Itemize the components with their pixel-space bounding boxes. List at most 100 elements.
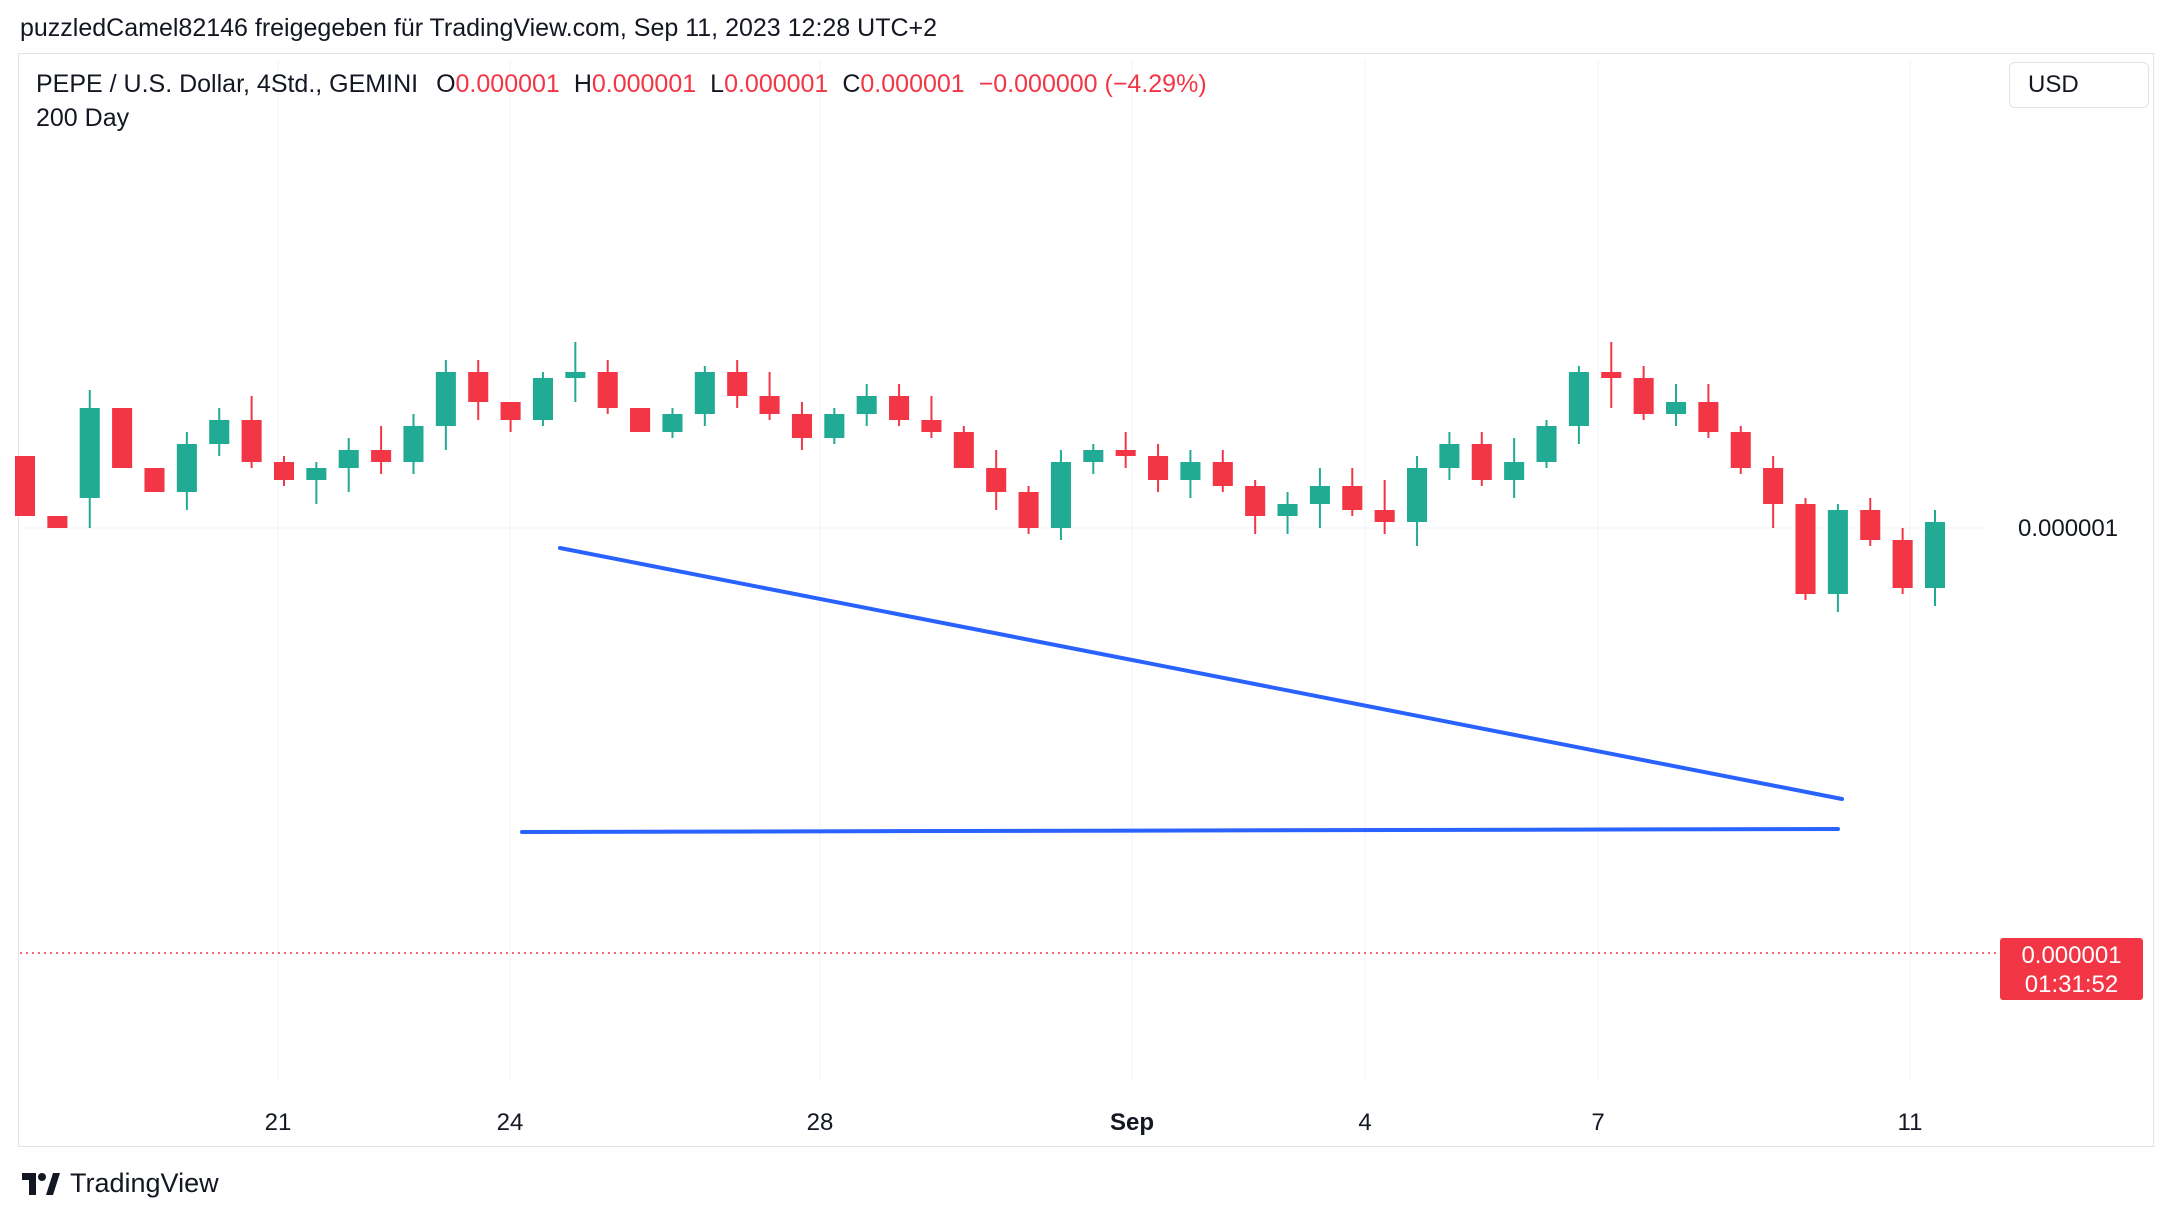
- candle: [273, 456, 295, 486]
- candle: [921, 396, 942, 438]
- last-price-value: 0.000001: [2021, 942, 2122, 969]
- candle: [1601, 342, 1622, 408]
- candle: [1795, 498, 1816, 600]
- candle: [1342, 468, 1363, 516]
- candle-body: [824, 414, 845, 438]
- candle: [1148, 444, 1169, 492]
- candle: [1665, 384, 1687, 426]
- x-tick-label: 7: [1591, 1109, 1604, 1136]
- high-value: 0.000001: [591, 70, 697, 98]
- candle-body: [1763, 468, 1784, 504]
- open-label: O: [436, 70, 456, 98]
- candle-body: [338, 450, 359, 468]
- candle-body: [1504, 462, 1525, 480]
- candle: [1018, 486, 1039, 534]
- candle: [856, 384, 877, 426]
- candle: [144, 468, 165, 492]
- candle-body: [1309, 486, 1330, 504]
- candle-body: [1245, 486, 1266, 516]
- candle: [209, 408, 230, 456]
- candle: [1050, 450, 1071, 540]
- candle: [79, 390, 100, 528]
- candle-body: [532, 378, 554, 420]
- tradingview-logo[interactable]: TradingView: [22, 1168, 219, 1199]
- candle-body: [953, 432, 974, 468]
- candle-body: [1601, 372, 1622, 378]
- candle-body: [1892, 540, 1913, 588]
- candle-body: [273, 462, 295, 480]
- candle-body: [630, 408, 651, 432]
- candle: [953, 426, 974, 468]
- candle-body: [306, 468, 327, 480]
- candle: [1245, 480, 1266, 534]
- candle: [1730, 426, 1751, 474]
- x-tick-label: 21: [265, 1109, 292, 1136]
- candle-body: [1277, 504, 1298, 516]
- candle: [435, 360, 456, 450]
- candle-body: [1665, 402, 1687, 414]
- candle: [1504, 438, 1525, 498]
- x-tick-label: 28: [807, 1109, 834, 1136]
- candle: [47, 516, 68, 528]
- candle-body: [1633, 378, 1654, 414]
- candle-body: [1730, 432, 1751, 468]
- change-value: −0.000000 (−4.29%): [978, 70, 1207, 98]
- close-value: 0.000001: [860, 70, 965, 98]
- low-label: L: [710, 70, 725, 98]
- candle: [500, 402, 521, 432]
- candle: [1212, 450, 1233, 492]
- candle: [1763, 456, 1784, 528]
- candle-body: [176, 444, 197, 492]
- x-tick-label: 4: [1358, 1109, 1371, 1136]
- candle-body: [791, 414, 812, 438]
- candle: [1827, 504, 1848, 612]
- open-value: 0.000001: [455, 70, 560, 98]
- candle: [468, 360, 489, 420]
- candle: [1568, 366, 1589, 444]
- candle: [1309, 468, 1330, 528]
- candle-body: [986, 468, 1007, 492]
- candle: [1698, 384, 1719, 438]
- candle-body: [1083, 450, 1104, 462]
- candle: [759, 372, 780, 420]
- candle: [791, 402, 812, 450]
- ohlc-legend: PEPE / U.S. Dollar, 4Std., GEMINI O0.0000…: [36, 70, 1221, 99]
- candle-body: [1406, 468, 1428, 522]
- candle: [889, 384, 910, 426]
- candle-body: [921, 420, 942, 432]
- high-label: H: [573, 70, 592, 98]
- candle-body: [1827, 510, 1848, 594]
- candle: [1633, 366, 1654, 420]
- candle: [403, 414, 424, 474]
- candle-body: [1342, 486, 1363, 510]
- candle-body: [1439, 444, 1460, 468]
- candle: [1180, 450, 1201, 498]
- countdown-timer: 01:31:52: [2024, 971, 2119, 998]
- candle-body: [1924, 522, 1946, 588]
- candle-body: [1018, 492, 1039, 528]
- resistance-trendline: [558, 546, 1844, 801]
- candle-body: [889, 396, 910, 420]
- candle-body: [468, 372, 489, 402]
- candle-body: [1536, 426, 1557, 462]
- candle-body: [1698, 402, 1719, 432]
- last-price-tag: 0.000001 01:31:52: [2000, 938, 2143, 1000]
- candle-body: [694, 372, 715, 414]
- candle-body: [1148, 456, 1169, 480]
- candle-body: [1860, 510, 1881, 540]
- low-value: 0.000001: [724, 70, 829, 98]
- candle: [986, 450, 1007, 510]
- candle-body: [112, 408, 133, 468]
- candle: [824, 408, 845, 444]
- candle-body: [662, 414, 683, 432]
- close-label: C: [842, 70, 861, 98]
- symbol-label[interactable]: PEPE / U.S. Dollar, 4Std., GEMINI: [36, 70, 419, 98]
- tradingview-logo-text: TradingView: [70, 1168, 219, 1198]
- indicator-label[interactable]: 200 Day: [36, 104, 130, 132]
- candle: [14, 456, 36, 516]
- candle-body: [403, 426, 424, 462]
- tradingview-logo-icon: [22, 1172, 60, 1195]
- currency-button[interactable]: USD: [2009, 62, 2149, 108]
- candle: [338, 438, 359, 492]
